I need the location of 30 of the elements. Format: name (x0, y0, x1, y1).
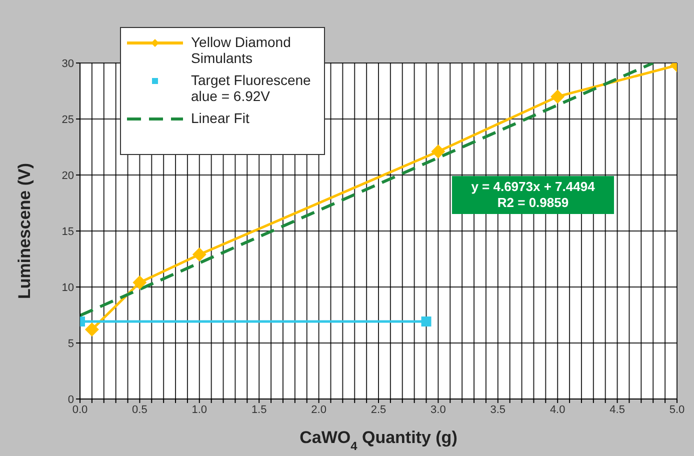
y-tick-label: 25 (62, 114, 74, 126)
x-tick-label: 4.5 (610, 404, 625, 416)
x-tick-label: 3.5 (490, 404, 506, 416)
legend-label: Target Fluorescene alue = 6.92V (191, 72, 312, 104)
y-tick-label: 20 (62, 170, 74, 182)
x-tick-label: 2.0 (311, 404, 326, 416)
point (84, 322, 99, 337)
y-tick-label: 15 (62, 226, 74, 238)
x-tick-label: 3.0 (430, 404, 446, 416)
x-tick-label: 4.0 (550, 404, 566, 416)
x-axis-title: CaWO$_{4}$ Quantity (g) (300, 428, 458, 453)
y-tick-label: 0 (68, 394, 74, 406)
legend-label: Linear Fit (191, 110, 250, 126)
x-tick-label: 1.5 (251, 404, 267, 416)
point (192, 248, 206, 262)
annotation: R2 = 0.9859 (496, 195, 570, 211)
y-tick-label: 30 (62, 58, 74, 70)
y-tick-label: 5 (68, 338, 74, 350)
y-tick-label: 10 (62, 282, 74, 294)
point (550, 90, 565, 104)
point (132, 276, 147, 290)
annotation: y = 4.6973x + 7.4494 (470, 179, 596, 195)
legend-label: Yellow Diamond Simulants (191, 34, 292, 66)
y-axis-title: Luminescene (V) (15, 162, 34, 300)
x-tick-label: 2.5 (370, 404, 386, 416)
x-tick-label: 5.0 (669, 404, 685, 416)
point (431, 144, 446, 158)
x-tick-label: 0.0 (72, 404, 88, 416)
x-tick-label: 0.5 (132, 404, 148, 416)
x-tick-label: 1.0 (192, 404, 208, 416)
